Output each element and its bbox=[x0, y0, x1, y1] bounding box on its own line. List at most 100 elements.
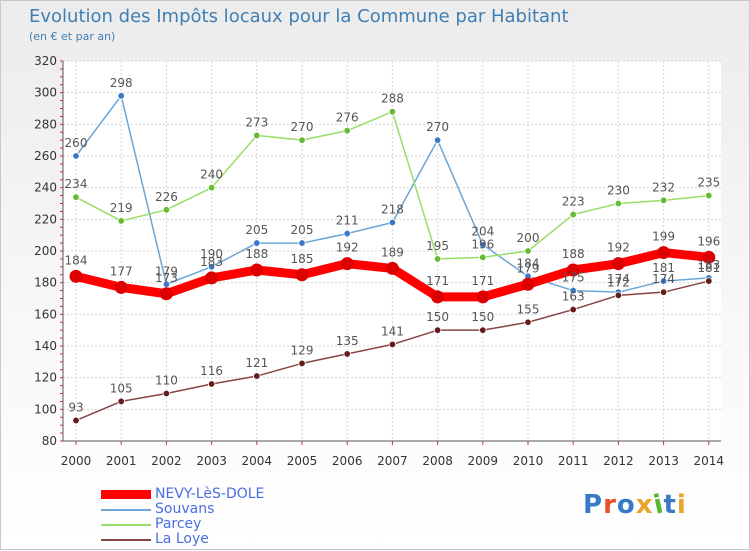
data-label-nevy-l-s-dole: 185 bbox=[291, 252, 314, 266]
x-tick-label: 2005 bbox=[287, 454, 318, 468]
data-point-la-loye bbox=[343, 350, 351, 358]
data-label-souvans: 204 bbox=[471, 225, 494, 239]
data-point-souvans bbox=[343, 229, 351, 238]
data-point-la-loye bbox=[298, 359, 306, 368]
data-point-nevy-l-s-dole bbox=[205, 271, 219, 285]
data-label-parcey: 219 bbox=[110, 201, 133, 215]
data-point-souvans bbox=[569, 286, 577, 295]
data-point-parcey bbox=[433, 255, 442, 263]
logo-letter: P bbox=[583, 490, 604, 520]
data-label-nevy-l-s-dole: 188 bbox=[562, 247, 585, 261]
data-point-souvans bbox=[388, 218, 397, 227]
data-label-souvans: 205 bbox=[291, 223, 314, 237]
data-point-la-loye bbox=[569, 305, 577, 314]
y-tick-label: 160 bbox=[34, 307, 57, 321]
data-label-parcey: 234 bbox=[65, 177, 88, 191]
data-point-parcey bbox=[614, 199, 623, 208]
legend-item: Souvans bbox=[101, 501, 321, 517]
data-point-la-loye bbox=[162, 389, 171, 398]
data-point-la-loye bbox=[117, 397, 125, 406]
x-tick-label: 2000 bbox=[61, 454, 92, 468]
x-tick-label: 2011 bbox=[558, 454, 589, 468]
data-label-souvans: 190 bbox=[200, 247, 223, 261]
data-point-la-loye bbox=[659, 288, 668, 296]
data-label-parcey: 273 bbox=[245, 115, 268, 129]
x-tick-label: 2009 bbox=[468, 454, 499, 468]
data-point-nevy-l-s-dole bbox=[295, 268, 309, 282]
legend-item: NEVY-LèS-DOLE bbox=[101, 486, 321, 502]
data-label-la-loye: 141 bbox=[381, 324, 404, 338]
data-point-parcey bbox=[569, 210, 577, 219]
legend-label: Parcey bbox=[155, 516, 202, 532]
proxiti-logo: Proxiti bbox=[583, 489, 687, 520]
y-tick-label: 320 bbox=[34, 54, 57, 68]
data-label-souvans: 179 bbox=[155, 264, 178, 278]
data-point-souvans bbox=[72, 152, 80, 160]
data-label-parcey: 230 bbox=[607, 184, 630, 198]
data-point-nevy-l-s-dole bbox=[431, 290, 445, 304]
legend-label: NEVY-LèS-DOLE bbox=[155, 486, 265, 502]
data-point-la-loye bbox=[524, 318, 532, 326]
data-label-la-loye: 105 bbox=[110, 381, 133, 395]
data-point-souvans bbox=[433, 136, 442, 144]
x-tick-label: 2003 bbox=[196, 454, 227, 468]
logo-letter: i bbox=[676, 490, 687, 520]
data-label-la-loye: 150 bbox=[426, 310, 449, 324]
data-point-nevy-l-s-dole bbox=[566, 263, 580, 277]
data-point-parcey bbox=[207, 183, 216, 192]
data-label-souvans: 174 bbox=[607, 272, 630, 286]
y-tick-label: 280 bbox=[34, 117, 57, 131]
data-point-nevy-l-s-dole bbox=[340, 257, 354, 271]
data-label-nevy-l-s-dole: 177 bbox=[110, 264, 133, 278]
data-label-parcey: 270 bbox=[291, 120, 314, 134]
y-tick-label: 140 bbox=[34, 339, 57, 353]
data-label-souvans: 205 bbox=[245, 223, 268, 237]
data-point-parcey bbox=[162, 206, 171, 214]
data-point-parcey bbox=[705, 191, 713, 200]
data-point-nevy-l-s-dole bbox=[611, 257, 625, 271]
data-label-la-loye: 181 bbox=[697, 261, 720, 275]
data-point-souvans bbox=[479, 240, 487, 249]
data-point-parcey bbox=[479, 253, 487, 262]
data-point-nevy-l-s-dole bbox=[159, 287, 173, 301]
data-label-la-loye: 155 bbox=[517, 302, 540, 316]
x-tick-label: 2008 bbox=[422, 454, 453, 468]
data-point-la-loye bbox=[253, 372, 261, 380]
data-point-la-loye bbox=[479, 326, 487, 334]
data-label-nevy-l-s-dole: 179 bbox=[517, 261, 540, 275]
data-label-souvans: 270 bbox=[426, 120, 449, 134]
data-label-la-loye: 174 bbox=[652, 272, 675, 286]
y-tick-label: 100 bbox=[34, 402, 57, 416]
data-label-souvans: 298 bbox=[110, 76, 133, 90]
y-tick-label: 180 bbox=[34, 276, 57, 290]
data-label-parcey: 196 bbox=[471, 237, 494, 251]
data-point-souvans bbox=[117, 92, 125, 100]
data-label-nevy-l-s-dole: 184 bbox=[65, 253, 88, 267]
data-label-souvans: 183 bbox=[697, 258, 720, 272]
data-label-parcey: 276 bbox=[336, 111, 359, 125]
data-point-souvans bbox=[207, 263, 216, 271]
x-tick-label: 2007 bbox=[377, 454, 408, 468]
y-tick-label: 240 bbox=[34, 181, 57, 195]
x-tick-label: 2001 bbox=[106, 454, 137, 468]
data-label-la-loye: 163 bbox=[562, 290, 585, 304]
data-label-nevy-l-s-dole: 192 bbox=[336, 241, 359, 255]
data-point-la-loye bbox=[433, 326, 442, 334]
data-label-nevy-l-s-dole: 192 bbox=[607, 241, 630, 255]
data-label-souvans: 184 bbox=[517, 256, 540, 270]
data-point-parcey bbox=[117, 217, 125, 225]
legend-swatch bbox=[101, 508, 151, 511]
legend-item: Parcey bbox=[101, 516, 321, 532]
data-label-nevy-l-s-dole: 196 bbox=[697, 234, 720, 248]
data-label-parcey: 223 bbox=[562, 195, 585, 209]
chart-legend: NEVY-LèS-DOLE Souvans Parcey La Loye bbox=[101, 486, 321, 547]
data-point-souvans bbox=[253, 239, 261, 247]
data-point-parcey bbox=[343, 126, 351, 135]
data-point-souvans bbox=[659, 277, 668, 285]
data-label-la-loye: 150 bbox=[471, 310, 494, 324]
data-point-nevy-l-s-dole bbox=[702, 250, 716, 264]
data-label-parcey: 226 bbox=[155, 190, 178, 204]
y-tick-label: 300 bbox=[34, 86, 57, 100]
data-point-parcey bbox=[524, 247, 532, 255]
